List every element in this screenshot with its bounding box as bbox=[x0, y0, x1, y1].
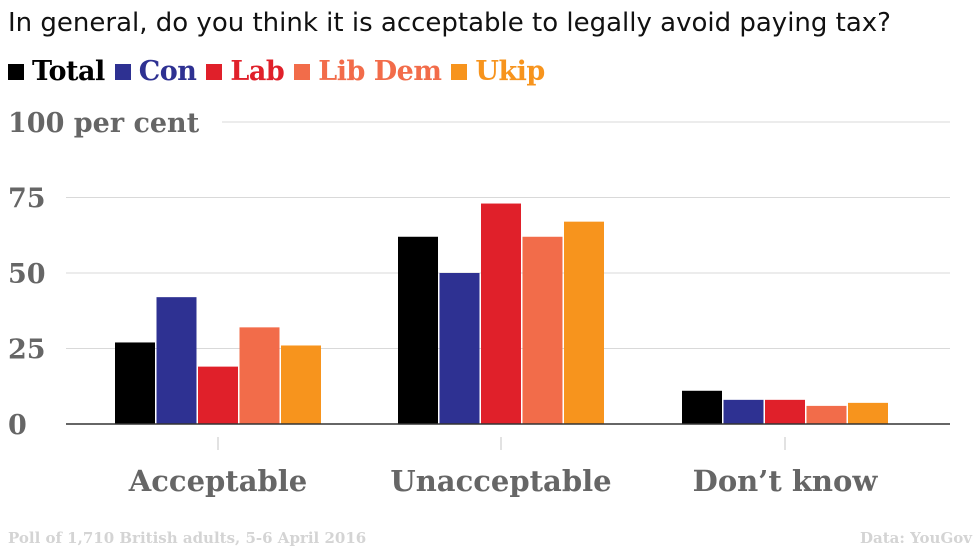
legend-item-total: Total bbox=[8, 56, 105, 87]
legend-swatch-lab bbox=[206, 63, 223, 80]
x-tick-label-acceptable: Acceptable bbox=[128, 464, 307, 498]
bar-acceptable-lab bbox=[198, 366, 238, 424]
bar-don-t-know-lib-dem bbox=[806, 405, 847, 424]
y-tick-label: 100 per cent bbox=[8, 108, 200, 139]
legend-swatch-con bbox=[114, 63, 131, 80]
legend: Total Con Lab Lib Dem Ukip bbox=[8, 56, 555, 87]
source-note: Poll of 1,710 British adults, 5-6 April … bbox=[8, 529, 367, 547]
bar-don-t-know-con bbox=[723, 399, 764, 424]
bar-unacceptable-ukip bbox=[564, 221, 604, 424]
bar-unacceptable-lib-dem bbox=[522, 236, 563, 424]
legend-swatch-ukip bbox=[451, 63, 468, 80]
data-credit: Data: YouGov bbox=[860, 529, 972, 547]
y-tick-label: 0 bbox=[8, 410, 27, 441]
bar-acceptable-total bbox=[115, 342, 155, 424]
y-tick-label: 75 bbox=[8, 184, 46, 215]
legend-label-total: Total bbox=[32, 56, 105, 87]
legend-label-lib-dem: Lib Dem bbox=[318, 56, 442, 87]
legend-item-con: Con bbox=[114, 56, 197, 87]
x-tick-label-don-t-know: Don’t know bbox=[693, 464, 879, 498]
chart-title: In general, do you think it is acceptabl… bbox=[8, 8, 891, 38]
legend-item-lab: Lab bbox=[206, 56, 285, 87]
bar-acceptable-ukip bbox=[281, 345, 321, 424]
y-tick-label: 50 bbox=[8, 259, 46, 290]
legend-label-ukip: Ukip bbox=[475, 56, 545, 87]
legend-label-lab: Lab bbox=[230, 56, 285, 87]
bar-don-t-know-ukip bbox=[848, 402, 888, 424]
x-tick-label-unacceptable: Unacceptable bbox=[390, 464, 611, 498]
legend-item-ukip: Ukip bbox=[451, 56, 545, 87]
bar-acceptable-lib-dem bbox=[239, 327, 280, 424]
bar-acceptable-con bbox=[156, 297, 197, 424]
bar-don-t-know-total bbox=[682, 390, 722, 424]
y-tick-label: 25 bbox=[8, 335, 46, 366]
bar-unacceptable-lab bbox=[481, 203, 521, 424]
legend-label-con: Con bbox=[138, 56, 197, 87]
bar-unacceptable-total bbox=[398, 236, 438, 424]
legend-item-lib-dem: Lib Dem bbox=[294, 56, 442, 87]
bar-don-t-know-lab bbox=[765, 399, 805, 424]
legend-swatch-total bbox=[8, 63, 24, 80]
legend-swatch-lib-dem bbox=[294, 63, 311, 80]
bar-unacceptable-con bbox=[439, 273, 480, 424]
